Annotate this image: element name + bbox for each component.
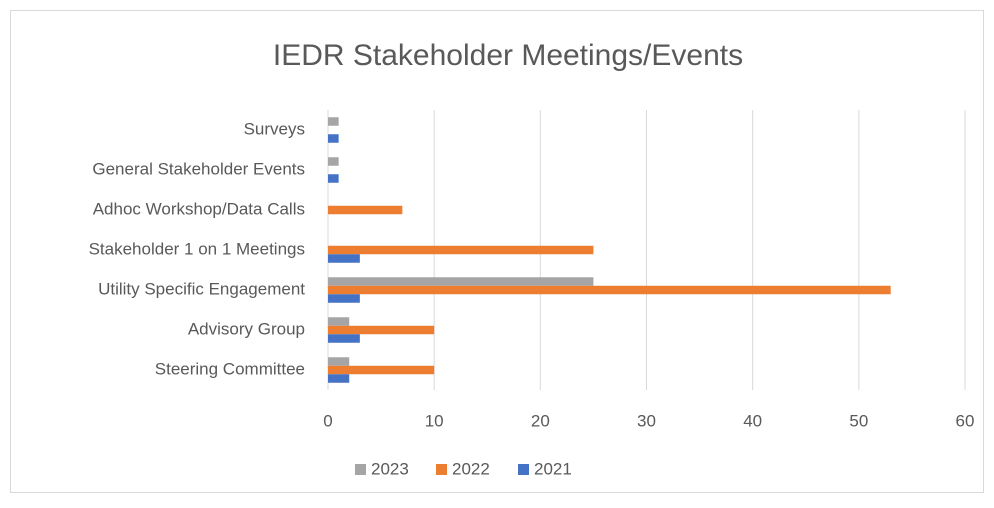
y-tick-label: Adhoc Workshop/Data Calls [93, 199, 305, 218]
x-tick-label: 50 [849, 411, 868, 430]
x-tick-label: 60 [956, 411, 975, 430]
x-tick-label: 0 [323, 411, 332, 430]
y-tick-label: General Stakeholder Events [92, 159, 305, 178]
bar [328, 317, 350, 326]
x-tick-label: 40 [743, 411, 762, 430]
bar [328, 365, 435, 375]
bar [328, 117, 339, 126]
legend-label: 2022 [452, 459, 490, 478]
x-tick-label: 30 [637, 411, 656, 430]
bar [328, 285, 891, 295]
y-tick-label: Advisory Group [188, 319, 305, 338]
bar [328, 245, 594, 255]
bar [328, 174, 339, 183]
legend-label: 2021 [534, 459, 572, 478]
bar [328, 157, 339, 166]
bar [328, 294, 360, 303]
legend-swatch [518, 464, 529, 475]
chart-title: IEDR Stakeholder Meetings/Events [273, 39, 743, 72]
bar [328, 277, 594, 286]
y-tick-label: Surveys [244, 119, 305, 138]
bar [328, 134, 339, 143]
x-tick-label: 20 [531, 411, 550, 430]
y-tick-label: Utility Specific Engagement [98, 279, 305, 298]
bar [328, 205, 403, 215]
bar [328, 254, 360, 263]
bar [328, 374, 350, 383]
bar [328, 325, 435, 335]
bar [328, 334, 360, 343]
x-tick-label: 10 [425, 411, 444, 430]
y-tick-label: Steering Committee [155, 359, 305, 378]
legend-swatch [436, 464, 447, 475]
legend-swatch [355, 464, 366, 475]
bar [328, 357, 350, 366]
y-tick-label: Stakeholder 1 on 1 Meetings [89, 239, 305, 258]
legend-label: 2023 [371, 459, 409, 478]
